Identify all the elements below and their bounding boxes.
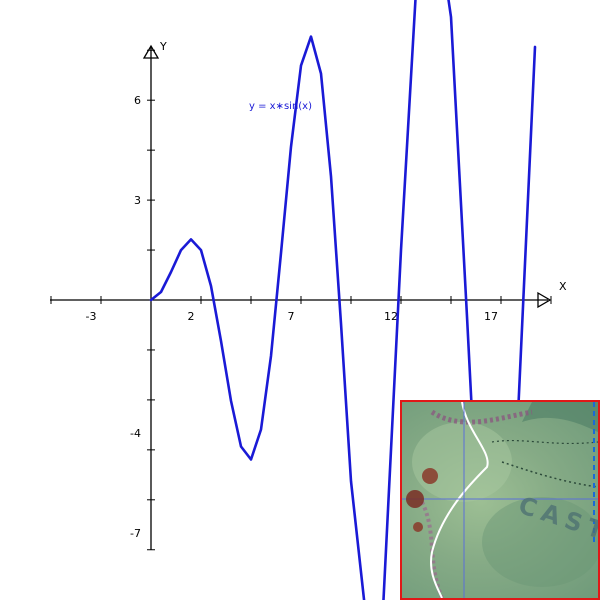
y-axis-arrow <box>142 44 160 59</box>
series-line <box>149 0 537 600</box>
x-tick-label: -3 <box>86 310 97 323</box>
x-tick-label: 2 <box>188 310 195 323</box>
minor-ticks <box>50 49 552 551</box>
y-axis-label: Y <box>159 40 167 53</box>
map-image: CAST <box>402 402 598 598</box>
y-tick-label: 6 <box>134 94 141 107</box>
tick-labels: -3 2 7 12 17 6 3 -4 -7 <box>86 94 498 540</box>
y-tick-label: -7 <box>130 527 141 540</box>
y-tick-label: 3 <box>134 194 141 207</box>
x-axis-label: X <box>559 280 567 293</box>
x-tick-label: 17 <box>484 310 498 323</box>
x-tick-label: 7 <box>288 310 295 323</box>
y-tick-label: -4 <box>130 427 141 440</box>
plot-area <box>149 0 537 600</box>
function-label: y = x∗sin(x) <box>249 101 312 112</box>
inset-map: CAST <box>400 400 600 600</box>
x-tick-label: 12 <box>384 310 398 323</box>
x-axis-arrow <box>537 291 552 309</box>
